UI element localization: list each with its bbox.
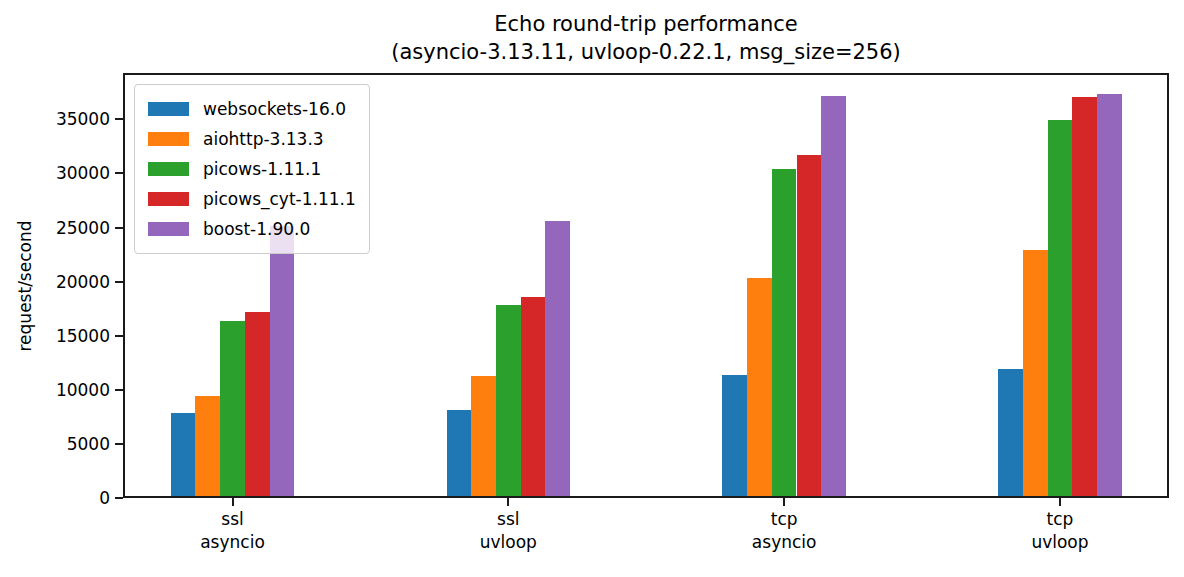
bar-boost-group1 xyxy=(270,226,295,498)
bar-boost-group4 xyxy=(1097,94,1122,498)
x-tick-label: tcpuvloop xyxy=(970,508,1150,554)
bar-picows_cyt-group4 xyxy=(1072,97,1097,498)
x-tick-label: sslasyncio xyxy=(143,508,323,554)
legend-item: websockets-16.0 xyxy=(148,94,356,124)
x-tick-mark xyxy=(1059,498,1061,506)
bar-picows-group1 xyxy=(220,321,245,498)
y-tick-label: 15000 xyxy=(0,325,110,347)
y-tick-mark xyxy=(115,443,123,445)
bar-websockets-group2 xyxy=(447,410,472,498)
bar-aiohttp-group4 xyxy=(1023,250,1048,498)
y-tick-mark xyxy=(115,281,123,283)
bar-boost-group3 xyxy=(821,96,846,498)
chart-title: Echo round-trip performance (asyncio-3.1… xyxy=(123,10,1169,66)
y-tick-label: 5000 xyxy=(0,433,110,455)
legend-item: boost-1.90.0 xyxy=(148,214,356,244)
bar-picows-group4 xyxy=(1048,120,1073,498)
y-tick-label: 30000 xyxy=(0,162,110,184)
bar-picows-group2 xyxy=(496,305,521,498)
legend-label: boost-1.90.0 xyxy=(203,219,310,239)
y-tick-label: 10000 xyxy=(0,379,110,401)
legend-swatch-icon xyxy=(148,102,189,116)
bar-aiohttp-group3 xyxy=(747,278,772,498)
legend-swatch-icon xyxy=(148,222,189,236)
y-tick-label: 0 xyxy=(0,487,110,509)
y-tick-mark xyxy=(115,227,123,229)
legend-item: picows_cyt-1.11.1 xyxy=(148,184,356,214)
bar-picows_cyt-group1 xyxy=(245,312,270,498)
y-tick-mark xyxy=(115,172,123,174)
bar-websockets-group3 xyxy=(722,375,747,498)
x-tick-label: tcpasyncio xyxy=(694,508,874,554)
legend-label: websockets-16.0 xyxy=(203,99,346,119)
y-tick-label: 35000 xyxy=(0,108,110,130)
x-tick-mark xyxy=(507,498,509,506)
legend-swatch-icon xyxy=(148,162,189,176)
legend-item: picows-1.11.1 xyxy=(148,154,356,184)
y-tick-label: 25000 xyxy=(0,217,110,239)
legend-label: picows-1.11.1 xyxy=(203,159,321,179)
chart-title-line1: Echo round-trip performance xyxy=(123,10,1169,38)
legend-item: aiohttp-3.13.3 xyxy=(148,124,356,154)
legend-label: picows_cyt-1.11.1 xyxy=(203,189,356,209)
figure: Echo round-trip performance (asyncio-3.1… xyxy=(0,0,1184,577)
y-tick-mark xyxy=(115,118,123,120)
x-tick-mark xyxy=(232,498,234,506)
chart-title-line2: (asyncio-3.13.11, uvloop-0.22.1, msg_siz… xyxy=(123,38,1169,66)
x-tick-label: ssluvloop xyxy=(418,508,598,554)
bar-websockets-group1 xyxy=(171,413,196,498)
y-tick-mark xyxy=(115,335,123,337)
bar-boost-group2 xyxy=(545,221,570,498)
legend-swatch-icon xyxy=(148,132,189,146)
bar-picows_cyt-group2 xyxy=(521,297,546,498)
y-tick-label: 20000 xyxy=(0,271,110,293)
bar-aiohttp-group1 xyxy=(195,396,220,498)
x-tick-mark xyxy=(783,498,785,506)
y-tick-mark xyxy=(115,389,123,391)
bar-websockets-group4 xyxy=(998,369,1023,498)
legend: websockets-16.0 aiohttp-3.13.3 picows-1.11… xyxy=(134,84,370,254)
bar-picows-group3 xyxy=(772,169,797,498)
legend-swatch-icon xyxy=(148,192,189,206)
legend-label: aiohttp-3.13.3 xyxy=(203,129,324,149)
bar-picows_cyt-group3 xyxy=(797,155,822,498)
bar-aiohttp-group2 xyxy=(471,376,496,498)
y-tick-mark xyxy=(115,497,123,499)
